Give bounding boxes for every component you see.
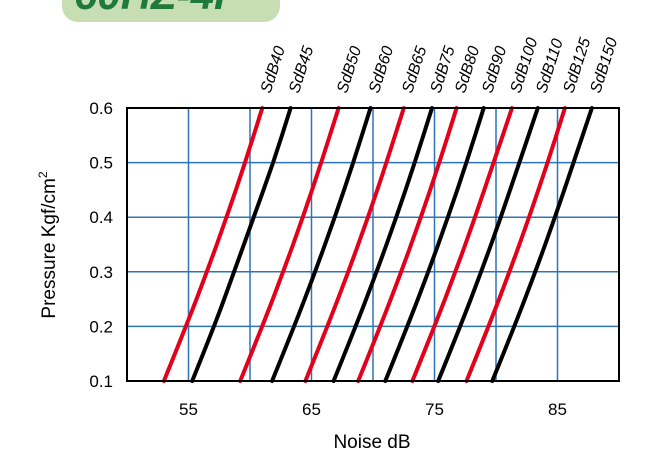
series-label: SdB90 [479,44,510,95]
series-curve [238,106,341,383]
y-axis-title: Pressure Kgf/cm2 [36,171,60,318]
series-curve [270,106,373,383]
x-tick-labels: 55 65 75 85 [179,400,567,419]
badge [62,0,280,22]
y-tick-label: 0.6 [89,99,113,118]
series-curve [356,106,459,383]
series-curve [410,106,514,383]
series-curve [190,106,293,383]
series-label: SdB50 [334,44,365,95]
x-axis-title: Noise dB [333,432,410,453]
series-curve [161,106,265,383]
series-label: SdB60 [366,44,397,95]
series-curve [464,106,567,383]
series-curve [436,106,540,383]
series-curve [331,106,434,383]
y-tick-labels: 0.1 0.2 0.3 0.4 0.5 0.6 [89,99,113,391]
series-label: SdB45 [286,44,317,95]
y-tick-label: 0.3 [89,263,113,282]
x-tick-label: 75 [425,400,444,419]
series-curve [383,106,486,383]
series-label: SdB40 [258,44,289,95]
x-tick-label: 55 [179,400,198,419]
y-tick-label: 0.4 [89,208,113,227]
series-curve [490,106,594,383]
y-tick-label: 0.5 [89,154,113,173]
series-label: SdB65 [399,44,430,95]
x-tick-label: 65 [302,400,321,419]
plot-frame [126,107,620,382]
series-curves [161,106,594,383]
badge-title: 60HZ-4P [74,0,274,16]
series-curve [303,106,406,383]
x-tick-label: 85 [548,400,567,419]
y-tick-label: 0.1 [89,372,113,391]
y-axis-title-superscript: 2 [36,171,50,178]
y-axis-title-text: Pressure Kgf/cm [39,178,60,318]
y-tick-label: 0.2 [89,317,113,336]
